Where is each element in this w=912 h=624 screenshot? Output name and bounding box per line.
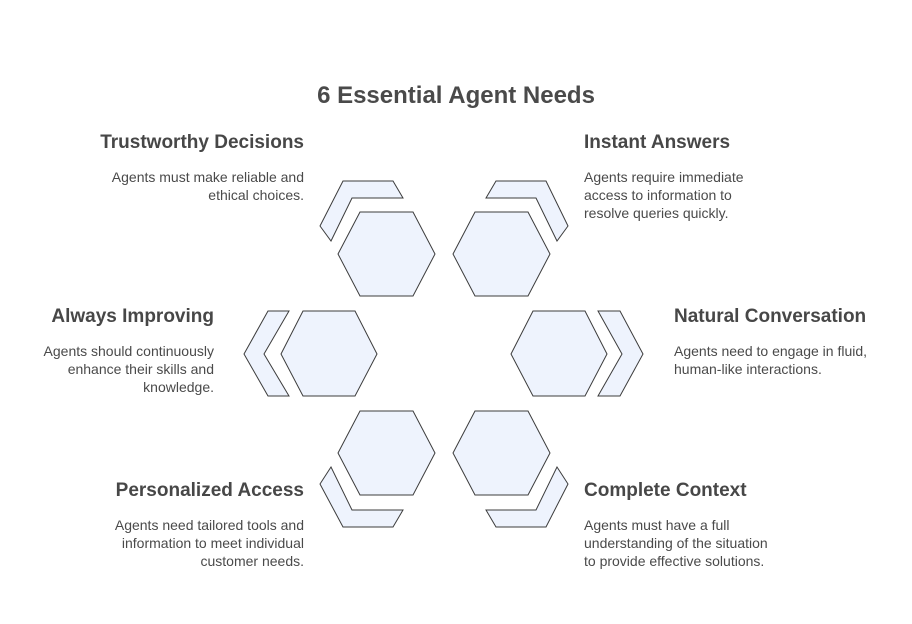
need-heading: Instant Answers: [584, 132, 731, 153]
need-description-line: enhance their skills and: [67, 361, 214, 377]
hexagon-complete-context: [452, 410, 551, 496]
chevron-personalized-access: [319, 465, 404, 528]
need-heading: Personalized Access: [115, 480, 304, 501]
need-description-line: resolve queries quickly.: [584, 205, 729, 221]
hexagon-personalized-access: [337, 410, 436, 496]
hexagon-always-improving: [280, 310, 378, 397]
need-description-line: access to information to: [584, 187, 732, 203]
need-description-line: Agents need to engage in fluid,: [674, 343, 868, 359]
need-description-line: human-like interactions.: [674, 361, 822, 377]
need-description-line: customer needs.: [200, 553, 305, 569]
chevron-always-improving: [243, 310, 290, 397]
chevron-trustworthy-decisions: [319, 180, 404, 242]
need-description-line: Agents must have a full: [584, 517, 730, 533]
need-description-line: to provide effective solutions.: [584, 553, 765, 569]
need-heading: Complete Context: [584, 480, 747, 501]
hexagon-trustworthy-decisions: [337, 211, 436, 297]
need-description: Agents must have a full understanding of…: [584, 516, 768, 570]
need-heading: Always Improving: [51, 306, 214, 327]
need-description: Agents should continuously enhance their…: [44, 342, 214, 396]
need-description-line: Agents require immediate: [584, 169, 744, 185]
need-description-line: ethical choices.: [208, 187, 304, 203]
need-description-line: information to meet individual: [121, 535, 304, 551]
need-description-line: Agents must make reliable and: [111, 169, 304, 185]
chevron-natural-conversation: [597, 310, 644, 397]
need-description: Agents require immediate access to infor…: [584, 168, 744, 222]
need-heading: Trustworthy Decisions: [100, 132, 304, 153]
chevron-complete-context: [485, 465, 569, 528]
hexagon-natural-conversation: [510, 310, 608, 397]
need-block-instant-answers: Instant Answers Agents require immediate…: [584, 132, 744, 222]
need-description-line: Agents need tailored tools and: [114, 517, 304, 533]
need-description: Agents need to engage in fluid, human-li…: [674, 342, 867, 378]
need-block-personalized-access: Personalized Access Agents need tailored…: [115, 480, 304, 570]
diagram-title: 6 Essential Agent Needs: [317, 82, 595, 109]
need-description-line: understanding of the situation: [584, 535, 768, 551]
need-block-complete-context: Complete Context Agents must have a full…: [584, 480, 768, 570]
chevron-instant-answers: [485, 180, 569, 242]
need-block-natural-conversation: Natural Conversation Agents need to enga…: [674, 306, 867, 378]
need-block-always-improving: Always Improving Agents should continuou…: [44, 306, 214, 396]
need-heading: Natural Conversation: [674, 306, 867, 327]
need-description-line: knowledge.: [143, 379, 214, 395]
need-description: Agents need tailored tools and informati…: [115, 516, 304, 570]
need-description-line: Agents should continuously: [43, 343, 214, 359]
hexagon-instant-answers: [452, 211, 551, 297]
need-block-trustworthy-decisions: Trustworthy Decisions Agents must make r…: [100, 132, 304, 204]
need-description: Agents must make reliable and ethical ch…: [100, 168, 304, 204]
